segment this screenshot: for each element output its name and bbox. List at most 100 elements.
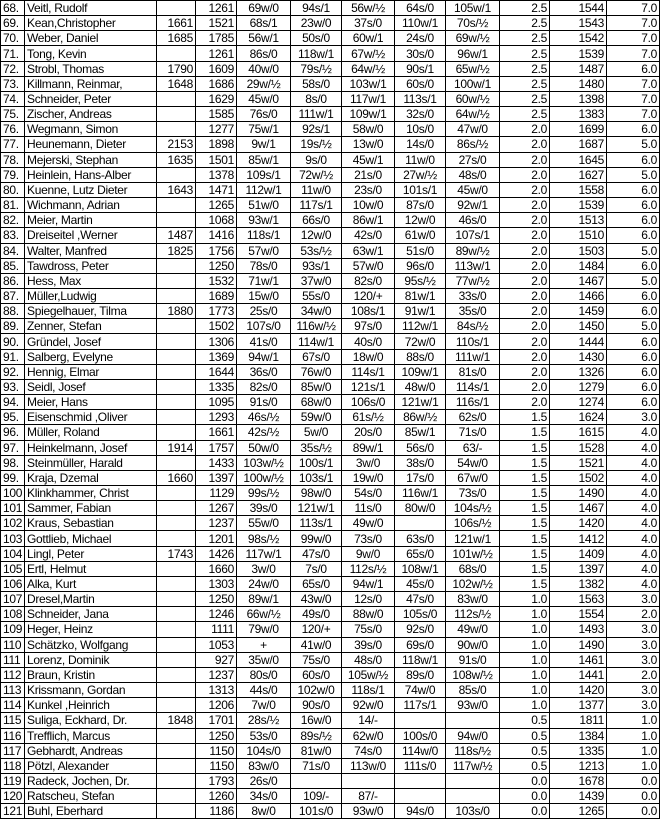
performance-cell: 1493 [549, 621, 607, 638]
round-1-cell: 86s/0 [236, 45, 291, 62]
score-2-cell: 6.0 [606, 333, 660, 350]
rank-cell: 109 [0, 621, 25, 638]
round-2-cell [290, 772, 342, 790]
player-name-cell: Tawdross, Peter [24, 257, 157, 274]
round-3-cell: 39s/0 [341, 636, 395, 653]
player-name-cell: Heunemann, Dieter [24, 136, 157, 153]
rank-cell: 111 [0, 651, 25, 668]
rating-1-cell: 1825 [156, 242, 196, 259]
score-2-cell: 3.0 [606, 697, 660, 714]
rank-cell: 73. [0, 75, 25, 92]
performance-cell: 1544 [549, 0, 607, 17]
round-5-cell: 65w/½ [445, 60, 500, 77]
score-2-cell: 4.0 [606, 560, 660, 577]
round-1-cell: 29w/½ [236, 75, 291, 92]
round-5-cell: 86s/½ [445, 136, 500, 153]
rating-2-cell: 1265 [195, 197, 237, 214]
round-5-cell: 70s/½ [445, 15, 500, 32]
round-2-cell: 34w/0 [290, 303, 342, 320]
score-2-cell: 0.0 [606, 788, 660, 805]
round-2-cell: 94s/1 [290, 0, 342, 17]
rating-1-cell [156, 257, 196, 274]
rank-cell: 89. [0, 318, 25, 335]
round-2-cell: 118w/1 [290, 45, 342, 62]
score-2-cell: 6.0 [606, 378, 660, 396]
round-1-cell: 53s/0 [236, 727, 291, 744]
round-4-cell: 94s/0 [394, 803, 446, 819]
round-2-cell: 71s/0 [290, 757, 342, 774]
round-5-cell: 90w/0 [445, 636, 500, 653]
performance-cell: 1397 [549, 560, 607, 577]
performance-cell: 1503 [549, 242, 607, 259]
round-4-cell: 121w/1 [394, 394, 446, 411]
rating-2-cell: 1293 [195, 409, 237, 426]
round-3-cell: 93w/0 [341, 803, 395, 819]
table-row: 105 Ertl, Helmut 1660 3w/0 7s/0 112s/½ 108w/1 6… [0, 560, 660, 577]
round-1-cell: 9w/1 [236, 136, 291, 153]
player-name-cell: Walter, Manfred [24, 242, 157, 259]
points-cell: 1.0 [499, 636, 550, 653]
points-cell: 2.0 [499, 136, 550, 153]
round-3-cell: 103w/1 [341, 75, 395, 92]
table-row: 89. Zenner, Stefan 1502 107s/0 116w/½ 97s/0 11… [0, 318, 660, 335]
round-2-cell: 5w/0 [290, 424, 342, 441]
player-name-cell: Tong, Kevin [24, 45, 157, 62]
player-name-cell: Radeck, Jochen, Dr. [24, 772, 157, 790]
points-cell: 1.0 [499, 591, 550, 608]
points-cell: 0.0 [499, 788, 550, 805]
round-3-cell: 105w/½ [341, 666, 395, 684]
table-row: 114 Kunkel ,Heinrich 1206 7w/0 90s/0 92w/0 117… [0, 697, 660, 714]
performance-cell: 1543 [549, 15, 607, 32]
points-cell: 2.5 [499, 30, 550, 47]
rank-cell: 120 [0, 788, 25, 805]
player-name-cell: Alka, Kurt [24, 575, 157, 593]
table-row: 115 Suliga, Eckhard, Dr. 1848 1701 28s/½ 16w/… [0, 712, 660, 729]
rating-1-cell: 1790 [156, 60, 196, 77]
round-2-cell: 117s/1 [290, 197, 342, 214]
rating-2-cell: 1237 [195, 666, 237, 684]
rating-1-cell [156, 272, 196, 289]
table-row: 108 Schneider, Jana 1246 66w/½ 49s/0 88w/0 105… [0, 606, 660, 623]
round-5-cell: 113w/1 [445, 257, 500, 274]
rating-1-cell [156, 0, 196, 17]
player-name-cell: Hennig, Elmar [24, 363, 157, 380]
round-3-cell: 92w/0 [341, 697, 395, 714]
table-row: 107 Dresel,Martin 1250 89w/1 43w/0 12s/0 47s/0… [0, 591, 660, 608]
round-2-cell: 47s/0 [290, 545, 342, 562]
round-4-cell: 116w/1 [394, 484, 446, 502]
rating-1-cell: 2153 [156, 136, 196, 153]
round-2-cell: 37w/0 [290, 272, 342, 289]
round-3-cell: 37s/0 [341, 15, 395, 32]
score-2-cell: 3.0 [606, 636, 660, 653]
round-1-cell: 50w/0 [236, 439, 291, 456]
round-2-cell: 102w/0 [290, 682, 342, 699]
player-name-cell: Gebhardt, Andreas [24, 742, 157, 759]
round-3-cell: 86w/1 [341, 212, 395, 229]
rank-cell: 112 [0, 666, 25, 684]
round-4-cell: 91w/1 [394, 303, 446, 320]
round-1-cell: 103w/½ [236, 454, 291, 471]
round-3-cell: 109w/1 [341, 106, 395, 123]
rating-2-cell: 1303 [195, 575, 237, 593]
round-1-cell: 34s/0 [236, 788, 291, 805]
round-1-cell: 78s/0 [236, 257, 291, 274]
round-1-cell: 69w/0 [236, 0, 291, 17]
performance-cell: 1420 [549, 682, 607, 699]
table-row: 97. Heinkelmann, Josef 1914 1757 50w/0 35s/½ 8… [0, 439, 660, 456]
score-2-cell: 5.0 [606, 272, 660, 289]
points-cell: 1.0 [499, 697, 550, 714]
performance-cell: 1326 [549, 363, 607, 380]
round-1-cell: 42s/½ [236, 424, 291, 441]
rank-cell: 119 [0, 772, 25, 790]
round-2-cell: 101s/0 [290, 803, 342, 819]
table-row: 86. Hess, Max 1532 71w/1 37w/0 82s/0 95s/½ 77w/… [0, 272, 660, 289]
rating-1-cell [156, 287, 196, 305]
round-4-cell: 61w/0 [394, 227, 446, 244]
rating-1-cell: 1661 [156, 15, 196, 32]
rating-1-cell [156, 424, 196, 441]
points-cell: 1.5 [499, 515, 550, 532]
round-2-cell: 16w/0 [290, 712, 342, 729]
table-row: 85. Tawdross, Peter 1250 78s/0 93s/1 57w/0 96s… [0, 257, 660, 274]
round-2-cell: 19s/½ [290, 136, 342, 153]
